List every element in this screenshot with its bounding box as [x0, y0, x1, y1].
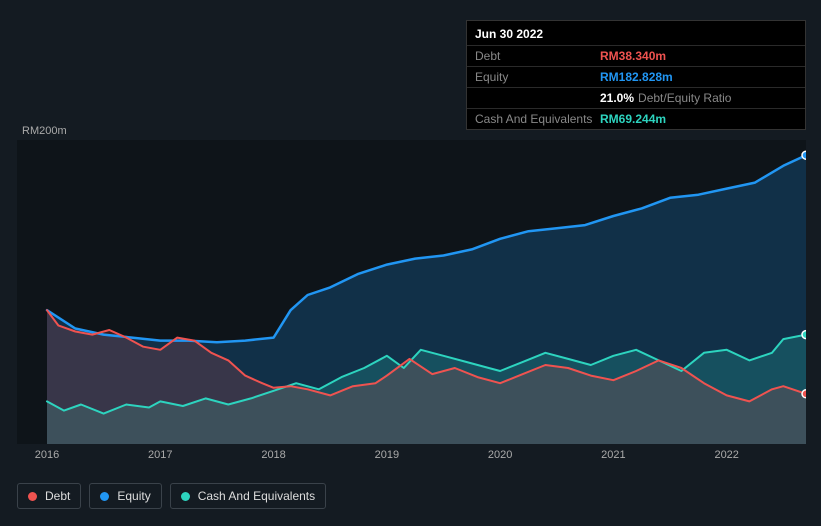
x-axis-tick: 2022	[714, 449, 738, 461]
x-axis-tick: 2018	[261, 449, 285, 461]
legend-label: Debt	[45, 489, 70, 503]
chart-tooltip: Jun 30 2022 DebtRM38.340mEquityRM182.828…	[466, 20, 806, 130]
tooltip-row: Cash And EquivalentsRM69.244m	[467, 108, 805, 129]
legend-swatch	[181, 492, 190, 501]
tooltip-row-label	[475, 91, 600, 105]
x-axis: 2016 2017 2018 2019 2020 2021 2022	[17, 449, 806, 467]
x-axis-tick: 2016	[35, 449, 59, 461]
x-axis-tick: 2021	[601, 449, 625, 461]
debt-end-marker	[802, 390, 806, 398]
tooltip-date: Jun 30 2022	[467, 21, 805, 45]
chart-plot-area[interactable]	[17, 140, 806, 444]
tooltip-row-suffix: Debt/Equity Ratio	[638, 91, 731, 105]
legend-label: Cash And Equivalents	[198, 489, 315, 503]
chart-legend: Debt Equity Cash And Equivalents	[17, 483, 326, 509]
legend-label: Equity	[117, 489, 150, 503]
x-axis-tick: 2019	[375, 449, 399, 461]
y-axis-max-label: RM200m	[22, 125, 67, 137]
tooltip-row: EquityRM182.828m	[467, 66, 805, 87]
tooltip-row-value: RM38.340m	[600, 49, 666, 63]
tooltip-row-label: Debt	[475, 49, 600, 63]
tooltip-row-value: 21.0%Debt/Equity Ratio	[600, 91, 731, 105]
legend-item-cash[interactable]: Cash And Equivalents	[170, 483, 326, 509]
legend-swatch	[28, 492, 37, 501]
legend-item-equity[interactable]: Equity	[89, 483, 161, 509]
tooltip-row-label: Cash And Equivalents	[475, 112, 600, 126]
tooltip-row: DebtRM38.340m	[467, 45, 805, 66]
cash-end-marker	[802, 331, 806, 339]
tooltip-row-value: RM182.828m	[600, 70, 673, 84]
legend-swatch	[100, 492, 109, 501]
tooltip-row: 21.0%Debt/Equity Ratio	[467, 87, 805, 108]
legend-item-debt[interactable]: Debt	[17, 483, 81, 509]
chart-svg	[17, 140, 806, 444]
equity-end-marker	[802, 151, 806, 159]
x-axis-tick: 2017	[148, 449, 172, 461]
tooltip-row-value: RM69.244m	[600, 112, 666, 126]
tooltip-row-label: Equity	[475, 70, 600, 84]
x-axis-tick: 2020	[488, 449, 512, 461]
